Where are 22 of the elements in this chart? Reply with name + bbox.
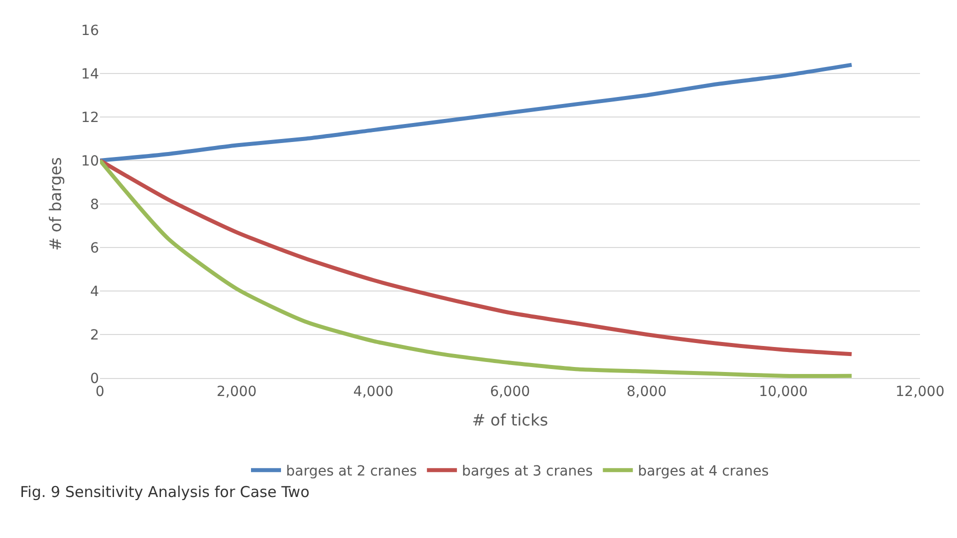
- x-tick-label: 6,000: [490, 384, 530, 400]
- y-tick-label: 2: [90, 327, 99, 344]
- y-tick-label: 14: [81, 66, 100, 82]
- y-tick-label: 6: [90, 240, 100, 256]
- y-tick-label: 12: [81, 110, 99, 126]
- legend-label: barges at 3 cranes: [462, 464, 593, 480]
- x-tick-label: 12,000: [896, 384, 944, 400]
- x-tick-label: 4,000: [353, 384, 394, 400]
- x-tick-label: 8,000: [626, 384, 667, 400]
- x-tick-label: 10,000: [758, 384, 808, 400]
- y-tick-label: 8: [90, 196, 99, 213]
- line-series: [100, 62, 854, 162]
- caption: Fig. 9 Sensitivity Analysis for Case Two: [20, 483, 310, 501]
- legend-label: barges at 2 cranes: [286, 464, 417, 480]
- legend-label: barges at 4 cranes: [638, 464, 769, 480]
- x-tick-label: 2,000: [216, 384, 257, 400]
- y-axis-title: # of barges: [46, 157, 66, 251]
- x-axis-title: # of ticks: [472, 410, 548, 430]
- y-tick-label: 16: [81, 22, 100, 39]
- y-tick-label: 4: [90, 284, 100, 300]
- y-tick-label: 0: [90, 370, 99, 387]
- y-tick-label: 10: [81, 153, 99, 170]
